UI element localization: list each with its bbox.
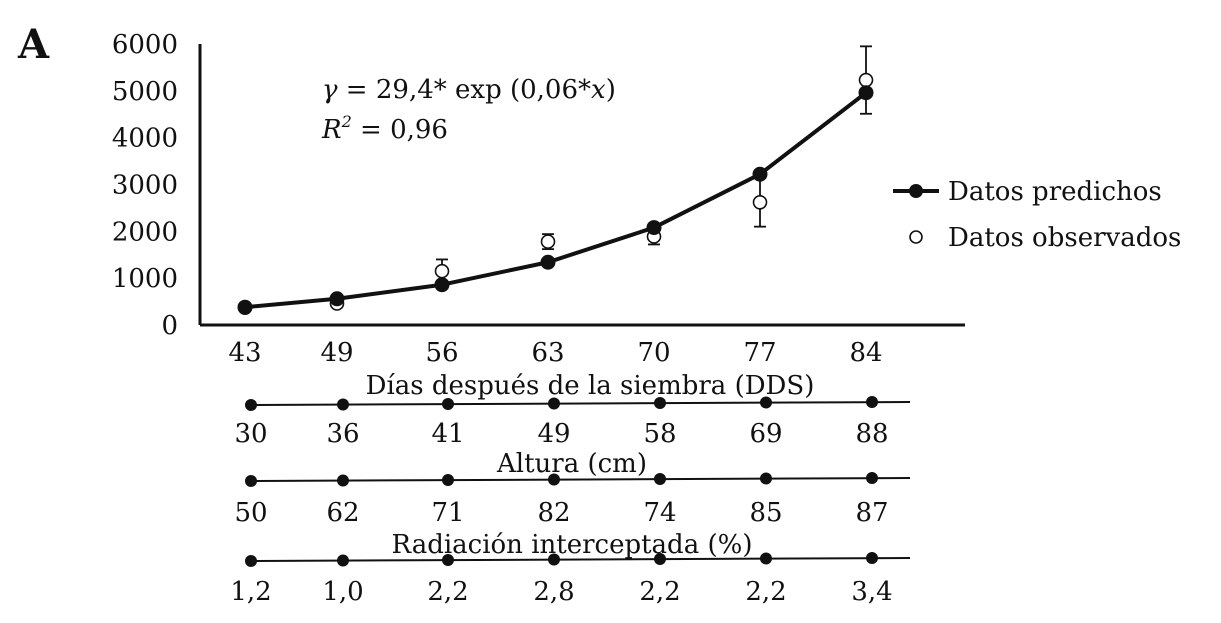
x-tick-label: 63 [531, 338, 564, 368]
secondary-axis-marker [337, 554, 349, 567]
predicted-point [434, 277, 450, 293]
secondary-axis-value: 2,8 [533, 577, 574, 607]
r2-value: = 0,96 [352, 115, 448, 145]
legend: Datos predichos Datos observados [893, 177, 1181, 253]
secondary-axis-title: Altura (cm) [496, 449, 647, 479]
equation-body: = 29,4* exp (0,06* [338, 75, 591, 105]
r2-superscript: 2 [341, 112, 352, 131]
secondary-axis-marker [760, 552, 772, 565]
x-tick-label: 77 [743, 338, 776, 368]
secondary-axis-value: 85 [749, 498, 782, 528]
plot-area [237, 45, 874, 315]
x-tick-label: 56 [425, 338, 458, 368]
observed-point [434, 263, 450, 279]
equation-annotation: γ = 29,4* exp (0,06*x) [322, 75, 616, 105]
secondary-axis-value: 74 [643, 498, 676, 528]
secondary-axis-marker [654, 473, 666, 485]
secondary-axis-value: 3,4 [851, 577, 892, 607]
equation-gamma: γ [322, 75, 338, 105]
secondary-axis-value: 58 [643, 419, 676, 449]
x-tick-label: 43 [228, 338, 261, 368]
secondary-axis-marker [654, 397, 666, 409]
secondary-axis-line [249, 477, 911, 482]
x-axis: 43 49 56 63 70 77 84 [200, 323, 965, 368]
secondary-axis-marker [866, 472, 878, 484]
secondary-axis-value: 88 [855, 419, 888, 449]
predicted-point [646, 220, 662, 236]
secondary-axis-marker [442, 474, 454, 486]
secondary-axis-marker [866, 396, 878, 408]
secondary-axis-value: 49 [537, 419, 570, 449]
secondary-axis-value: 82 [537, 498, 570, 528]
equation-x: x [591, 75, 606, 105]
secondary-axis-marker [245, 475, 257, 487]
secondary-axis-title: Radiación interceptada (%) [392, 530, 753, 560]
secondary-axis-value: 62 [326, 498, 359, 528]
x-tick-label: 70 [637, 338, 670, 368]
secondary-axis-value: 1,2 [230, 577, 271, 607]
observed-point [540, 234, 556, 249]
y-tick-label: 3000 [112, 171, 178, 201]
legend-predicted-marker [909, 184, 923, 198]
legend-predicted-label: Datos predichos [948, 177, 1162, 207]
equation-close: ) [606, 75, 616, 105]
secondary-axis-marker [442, 554, 454, 566]
secondary-axis-marker [760, 472, 772, 485]
secondary-axis-value: 87 [855, 498, 888, 528]
legend-observed-label: Datos observados [948, 223, 1181, 253]
predicted-point [329, 291, 345, 307]
predicted-point [752, 166, 768, 182]
secondary-axis-value: 2,2 [427, 577, 468, 607]
legend-observed-marker [909, 230, 923, 244]
secondary-axis-marker [245, 555, 257, 567]
secondary-axis-value: 1,0 [322, 577, 363, 607]
secondary-axis-marker [442, 398, 454, 410]
observed-point [752, 194, 768, 210]
panel-label: A [17, 21, 50, 68]
secondary-axis-value: 2,2 [639, 577, 680, 607]
secondary-axis-value: 30 [234, 419, 267, 449]
secondary-axis-marker [548, 553, 560, 566]
secondary-axis-value: 36 [326, 419, 359, 449]
x-axis-title: Días después de la siembra (DDS) [366, 371, 815, 401]
y-axis: 0 1000 2000 3000 4000 5000 6000 [112, 30, 202, 341]
secondary-axis-value: 41 [431, 419, 464, 449]
secondary-axis-line [249, 401, 911, 406]
y-tick-label: 6000 [112, 30, 178, 60]
y-tick-label: 5000 [112, 77, 178, 107]
y-tick-label: 4000 [112, 124, 178, 154]
secondary-axes: 30 36 41 49 58 69 88 Altura (cm) 50 62 71 82 74 85 87 R… [230, 396, 911, 607]
secondary-axis-marker [337, 474, 349, 487]
secondary-axis-marker [760, 396, 772, 409]
secondary-axis-marker [654, 553, 666, 565]
secondary-axis-marker [548, 473, 560, 486]
secondary-axis-line [249, 557, 911, 562]
x-tick-label: 84 [849, 338, 882, 368]
secondary-axis-value: 69 [749, 419, 782, 449]
predicted-point [540, 254, 556, 270]
y-tick-label: 1000 [112, 264, 178, 294]
secondary-axis-marker [337, 398, 349, 411]
secondary-axis-value: 71 [431, 498, 464, 528]
y-tick-label: 0 [161, 311, 178, 341]
predicted-point [237, 299, 253, 315]
predicted-point [858, 85, 874, 101]
r2-prefix: R [321, 115, 342, 145]
secondary-axis-marker [548, 397, 560, 410]
secondary-axis-marker [866, 552, 878, 564]
observed-point [858, 72, 874, 88]
x-tick-label: 49 [320, 338, 353, 368]
y-tick-label: 2000 [112, 217, 178, 247]
secondary-axis-value: 50 [234, 498, 267, 528]
r2-annotation: R2 = 0,96 [321, 112, 448, 145]
secondary-axis-value: 2,2 [745, 577, 786, 607]
secondary-axis-marker [245, 399, 257, 411]
